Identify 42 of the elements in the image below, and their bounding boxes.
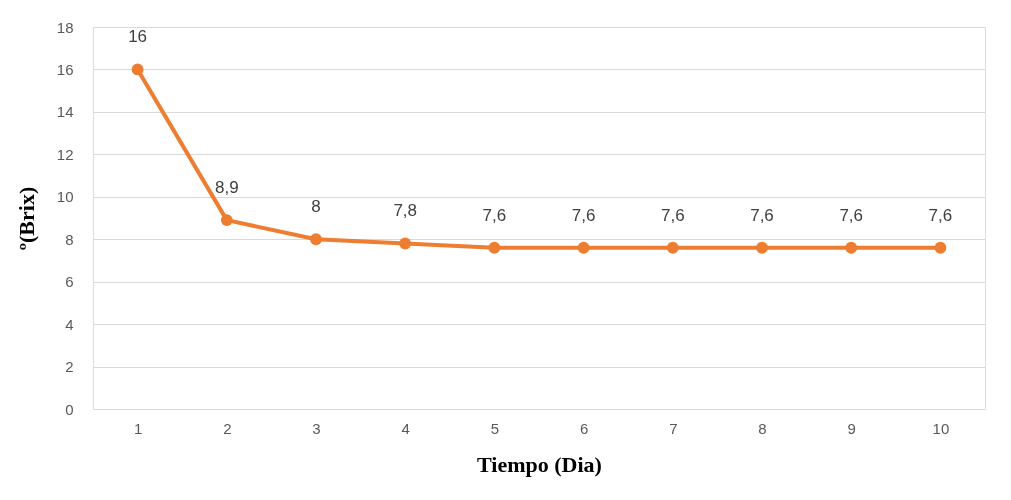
point xyxy=(577,241,590,254)
point xyxy=(845,241,858,254)
point xyxy=(310,233,322,246)
point xyxy=(220,214,233,227)
x-tick-label: 7 xyxy=(669,419,678,437)
y-tick-label: 10 xyxy=(56,188,74,206)
data-label: 7,6 xyxy=(839,205,864,225)
data-label: 7,6 xyxy=(482,205,507,225)
x-tick-label: 3 xyxy=(312,419,321,437)
point xyxy=(131,63,144,76)
y-tick-label: 6 xyxy=(65,273,74,291)
data-label: 7,6 xyxy=(928,205,953,225)
y-axis-title: º(Brix) xyxy=(13,186,39,251)
y-tick-label: 18 xyxy=(56,18,74,36)
y-tick-label: 4 xyxy=(65,315,74,333)
point xyxy=(934,241,947,254)
x-axis-title: Tiempo (Dia) xyxy=(477,451,602,477)
x-tick-label: 8 xyxy=(758,419,767,437)
y-tick-label: 8 xyxy=(65,230,74,248)
x-tick-label: 9 xyxy=(847,419,856,437)
point xyxy=(666,241,679,254)
x-tick-label: 4 xyxy=(401,419,410,437)
x-tick-label: 6 xyxy=(579,419,589,437)
data-label: 7,6 xyxy=(571,205,596,225)
data-label: 7,6 xyxy=(750,205,774,225)
y-tick-label: 0 xyxy=(65,400,74,418)
point xyxy=(399,237,412,250)
y-tick-label: 2 xyxy=(65,358,74,376)
x-tick-label: 10 xyxy=(932,419,950,437)
data-label: 8,9 xyxy=(214,178,239,198)
data-label: 16 xyxy=(128,27,148,47)
y-tick-label: 14 xyxy=(56,103,74,121)
y-tick-label: 16 xyxy=(56,60,74,78)
data-label: 7,8 xyxy=(393,201,418,221)
point xyxy=(488,241,501,254)
data-label: 8 xyxy=(311,197,321,217)
x-tick-label: 1 xyxy=(133,419,143,437)
point xyxy=(756,241,768,254)
data-label: 7,6 xyxy=(660,205,685,225)
x-tick-label: 2 xyxy=(223,419,232,437)
y-tick-label: 12 xyxy=(56,145,74,163)
x-tick-label: 5 xyxy=(490,419,500,437)
